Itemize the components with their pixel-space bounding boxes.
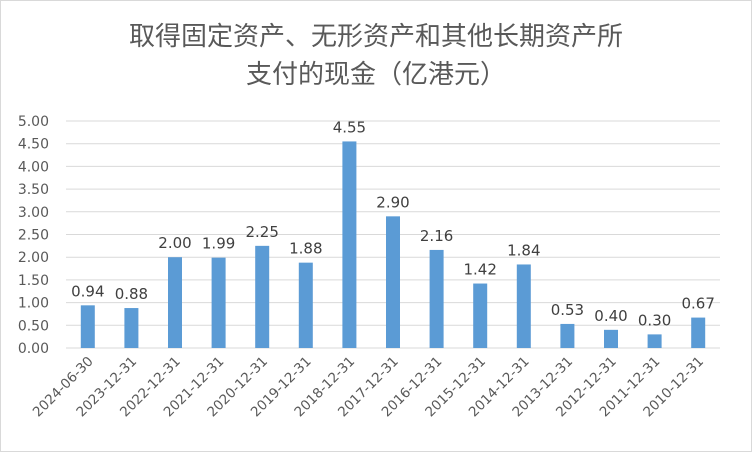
y-tick-label: 3.50 [18,182,49,198]
data-label: 2.90 [376,193,409,211]
y-tick-label: 1.50 [18,273,49,289]
data-labels: 0.94 0.88 2.00 1.99 2.25 1.88 4.55 2.90 2.16 1.42… [71,118,715,329]
data-label: 1.88 [289,240,322,258]
data-label: 0.53 [551,301,584,319]
bar [298,262,313,348]
y-tick-label: 1.00 [18,296,49,312]
y-tick-label: 3.00 [18,205,49,221]
chart-title-line1: 取得固定资产、无形资产和其他长期资产所 [128,22,623,52]
chart-title-line2: 支付的现金（亿港元） [245,60,506,90]
y-tick-label: 0.00 [18,341,49,357]
bar [211,257,226,348]
bar [168,257,182,348]
bar [386,216,400,348]
bar [124,308,139,348]
bar [255,245,270,348]
y-tick-label: 5.00 [18,114,49,130]
bar [342,141,357,348]
x-axis-ticks: 2024-06-302023-12-312022-12-312021-12-31… [30,354,707,421]
bar [473,283,488,348]
data-label: 1.84 [507,241,540,259]
data-label: 0.40 [594,307,627,325]
data-label: 4.55 [333,118,366,136]
y-tick-label: 2.50 [18,228,49,244]
data-label: 0.30 [638,311,671,329]
data-label: 0.88 [115,285,148,303]
bar [691,317,706,348]
data-label: 2.00 [158,234,191,252]
y-tick-label: 4.50 [18,137,49,153]
data-label: 1.99 [202,235,235,253]
data-label: 2.25 [245,223,278,241]
bar [429,249,444,348]
data-label: 1.42 [463,261,496,279]
bar [80,305,95,348]
y-tick-label: 4.00 [18,159,49,175]
y-axis-ticks: 0.00 0.50 1.00 1.50 2.00 2.50 3.00 3.50 4.00 4.50… [18,114,49,357]
bar [516,264,531,348]
data-label: 2.16 [420,227,453,245]
bars [80,141,706,348]
y-tick-label: 0.50 [18,318,49,334]
y-tick-label: 2.00 [18,250,49,266]
bar [647,334,662,348]
bar [560,323,575,348]
bar [604,329,618,348]
data-label: 0.94 [71,282,104,300]
data-label: 0.67 [681,295,714,313]
